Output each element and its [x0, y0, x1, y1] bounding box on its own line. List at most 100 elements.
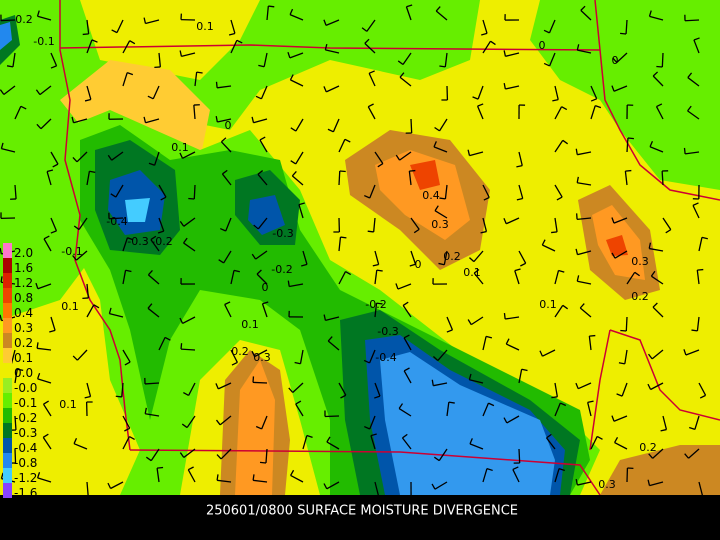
wind-barb	[291, 175, 304, 186]
wind-barb	[298, 202, 305, 206]
wind-barb	[438, 448, 448, 462]
wind-barb	[505, 217, 520, 225]
wind-barb	[589, 334, 596, 337]
wind-barb	[518, 184, 524, 199]
wind-barb	[395, 154, 401, 161]
wind-barb	[254, 349, 268, 358]
wind-barb	[50, 65, 57, 69]
wind-barb	[405, 6, 412, 21]
wind-barb	[562, 304, 569, 310]
wind-barb	[338, 382, 347, 396]
wind-barb	[444, 184, 448, 199]
wind-barb	[692, 205, 700, 219]
wind-barb	[223, 250, 232, 264]
wind-barb	[157, 466, 164, 469]
wind-barb	[551, 231, 558, 234]
wind-barb	[186, 415, 196, 428]
wind-barb	[410, 217, 420, 230]
wind-barb	[340, 394, 347, 399]
wind-barb	[577, 151, 592, 156]
wind-barb	[255, 425, 262, 430]
field-region	[380, 352, 555, 495]
wind-barb	[121, 382, 124, 398]
wind-barb	[662, 415, 668, 430]
legend-swatch	[3, 378, 12, 393]
wind-barb	[665, 229, 672, 234]
wind-barb	[236, 39, 243, 44]
wind-barb	[406, 4, 413, 8]
wind-barb	[148, 162, 155, 166]
wind-barb	[345, 271, 352, 276]
wind-barb	[376, 302, 383, 305]
legend-swatch	[3, 288, 12, 303]
wind-barb	[20, 105, 27, 110]
contour-label: -0.4	[375, 351, 396, 364]
wind-barb	[43, 235, 50, 240]
wind-barb	[435, 6, 441, 12]
wind-barb	[505, 338, 510, 345]
field-region	[80, 0, 260, 80]
wind-barb	[446, 329, 453, 333]
wind-barb	[433, 146, 448, 153]
wind-barb	[292, 382, 304, 393]
wind-barb	[217, 118, 232, 123]
wind-barb	[0, 247, 2, 255]
wind-barb	[476, 105, 484, 120]
wind-barb	[158, 217, 165, 232]
wind-barb	[482, 19, 488, 34]
wind-barb	[122, 270, 127, 285]
wind-barb	[505, 316, 520, 320]
wind-barb	[693, 39, 700, 54]
wind-barb	[256, 273, 268, 285]
wind-barb	[439, 65, 446, 68]
legend-label: 1.6	[14, 261, 33, 275]
wind-barb	[290, 79, 304, 87]
legend-label: 0.4	[14, 306, 33, 320]
wind-barb	[648, 10, 652, 17]
wind-barb	[652, 448, 664, 459]
wind-barb	[611, 252, 616, 259]
wind-barb	[554, 217, 558, 232]
wind-barb	[650, 382, 664, 391]
wind-barb	[216, 474, 219, 481]
wind-barb	[482, 402, 490, 417]
wind-barb	[410, 118, 413, 134]
wind-barb	[290, 474, 304, 483]
wind-barb	[73, 443, 88, 450]
legend-swatch	[3, 393, 12, 408]
wind-barb	[512, 466, 519, 471]
wind-barb	[372, 263, 379, 267]
wind-barb	[298, 204, 304, 219]
wind-barb	[624, 349, 628, 364]
wind-barb	[483, 196, 490, 201]
wind-barb	[579, 307, 592, 318]
wind-barb	[143, 17, 147, 24]
wind-barb	[611, 217, 615, 224]
wind-barb	[543, 62, 550, 67]
wind-barb	[614, 441, 628, 450]
wind-barb	[50, 151, 59, 165]
wind-barb	[12, 52, 16, 67]
wind-barb	[554, 402, 561, 417]
wind-barb	[470, 316, 484, 326]
wind-barb	[647, 479, 651, 486]
wind-barb	[577, 382, 592, 390]
wind-barb	[374, 151, 384, 164]
wind-barb	[50, 217, 58, 232]
wind-barb	[49, 329, 56, 333]
wind-barb	[516, 197, 523, 201]
wind-barb	[616, 52, 628, 63]
wind-barb	[306, 434, 313, 438]
wind-barb	[397, 60, 404, 66]
wind-barb	[399, 76, 412, 87]
legend-swatch	[3, 468, 12, 483]
wind-barb	[0, 276, 3, 283]
wind-barb	[575, 479, 578, 486]
wind-barb	[612, 57, 618, 63]
wind-barb	[222, 169, 228, 175]
wind-barb	[150, 235, 157, 241]
legend-swatch	[3, 318, 12, 333]
wind-barb	[290, 160, 297, 165]
legend-label: -0.4	[14, 441, 37, 455]
wind-barb	[402, 52, 412, 65]
